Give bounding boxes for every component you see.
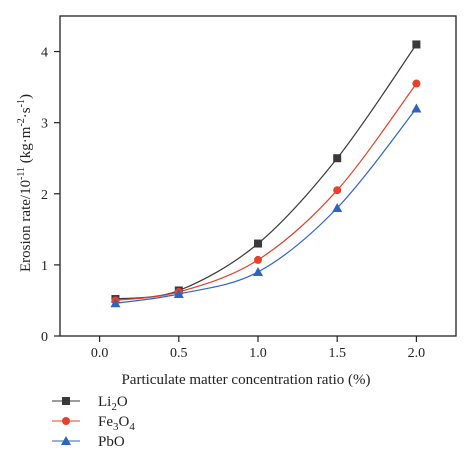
data-point-pbo	[173, 289, 184, 299]
series-line-pbo	[115, 108, 417, 304]
legend-marker-square	[62, 397, 70, 405]
y-axis-label-unit-close: )	[18, 94, 34, 99]
data-point-li2o	[333, 154, 342, 163]
y-tick-label: 1	[41, 259, 48, 274]
svg-text:Fe3O4: Fe3O4	[98, 414, 135, 433]
data-point-pbo	[332, 203, 343, 212]
series-line-fe3o4	[115, 83, 417, 301]
data-point-fe3o4	[412, 79, 421, 88]
x-tick-label: 1.5	[328, 346, 346, 361]
legend-li2o-tail: O	[117, 394, 128, 410]
y-axis-label-base: Erosion rate/10	[18, 180, 34, 272]
data-point-fe3o4	[333, 186, 342, 195]
legend-item-li2o: Li2O	[52, 394, 128, 413]
data-point-li2o	[412, 40, 421, 49]
y-axis-label-unit-exp1: -2	[16, 118, 27, 126]
legend-fe3o4-sub: 3	[113, 421, 119, 433]
x-tick-label: 0.0	[91, 346, 109, 361]
plot-frame	[59, 15, 457, 337]
series-line-li2o	[115, 44, 417, 300]
legend-item-fe3o4: Fe3O4	[52, 414, 135, 433]
legend-item-pbo: PbO	[52, 434, 125, 450]
legend-fe3o4-sub2: 4	[129, 421, 135, 433]
y-axis-label-exp: -11	[16, 167, 27, 180]
y-tick-label: 0	[41, 330, 48, 345]
legend-fe3o4-tail: O	[119, 414, 130, 430]
y-axis-label: Erosion rate/10-11 (kg·m-2·s-1)	[16, 94, 34, 272]
legend-marker-triangle	[61, 436, 71, 445]
x-tick-label: 0.5	[170, 346, 188, 361]
x-tick-label: 1.0	[249, 346, 267, 361]
y-axis-label-unit-open: (kg·m	[18, 126, 34, 167]
axis-ticks: 0.0 0.5 1.0 1.5 2.0 0 1 2 3 4	[41, 46, 425, 361]
legend-fe3o4-main: Fe	[98, 414, 113, 430]
series-curves	[115, 44, 417, 304]
legend-li2o-main: Li	[98, 394, 111, 410]
svg-text:PbO: PbO	[98, 434, 125, 450]
x-axis-label: Particulate matter concentration ratio (…	[121, 372, 370, 388]
y-tick-label: 4	[41, 46, 48, 61]
x-tick-label: 2.0	[408, 346, 426, 361]
series-markers	[110, 40, 422, 308]
y-axis-label-unit-exp2: -1	[16, 99, 27, 107]
data-point-pbo	[253, 267, 263, 276]
data-point-fe3o4	[254, 255, 262, 264]
data-point-li2o	[254, 239, 262, 248]
y-tick-label: 3	[41, 117, 48, 132]
legend-marker-circle	[62, 417, 70, 425]
y-tick-label: 2	[41, 188, 48, 203]
y-axis-label-unit-mid: ·s	[18, 107, 34, 118]
plot-area	[59, 15, 457, 337]
legend-li2o-sub: 2	[111, 401, 117, 413]
data-point-pbo	[411, 103, 422, 113]
legend-pbo-main: PbO	[98, 434, 125, 450]
svg-text:Li2O: Li2O	[98, 394, 128, 413]
data-point-pbo	[110, 298, 121, 308]
legend: Li2O Fe3O4 PbO	[52, 394, 135, 450]
